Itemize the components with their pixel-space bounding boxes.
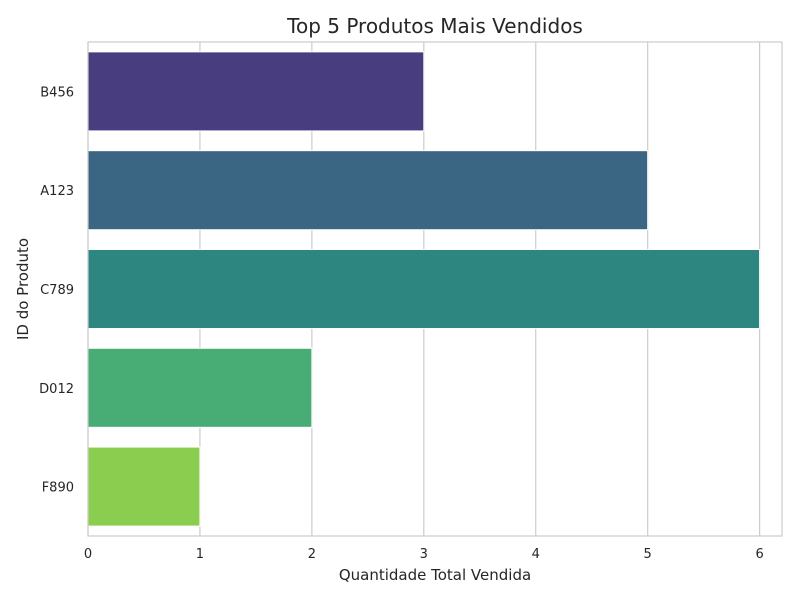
y-tick-label: D012 [39,382,74,397]
plot-frame [87,41,783,537]
x-tick-label: 5 [644,547,652,562]
y-tick-label: B456 [40,85,74,100]
x-tick-label: 4 [532,547,540,562]
y-tick-label: C789 [40,283,74,298]
x-axis-ticks: 0 1 2 3 4 5 6 [84,547,764,562]
y-axis-ticks: B456 A123 C789 D012 F890 [39,85,74,495]
y-tick-label: A123 [40,184,74,199]
bar-d012 [87,347,313,428]
y-tick-label: F890 [42,481,74,496]
bar-c789 [87,248,761,330]
bar-a123 [87,150,649,231]
x-tick-label: 1 [196,547,204,562]
x-tick-label: 0 [84,547,92,562]
bar-b456 [87,51,425,132]
x-tick-label: 2 [308,547,316,562]
x-tick-label: 3 [420,547,428,562]
x-axis-label: Quantidade Total Vendida [339,566,531,584]
plot-border [87,41,783,537]
chart-title: Top 5 Produtos Mais Vendidos [286,14,583,38]
bar-f890 [87,446,201,527]
x-tick-label: 6 [755,547,763,562]
y-axis-label: ID do Produto [14,238,32,340]
bars-group [87,51,761,527]
